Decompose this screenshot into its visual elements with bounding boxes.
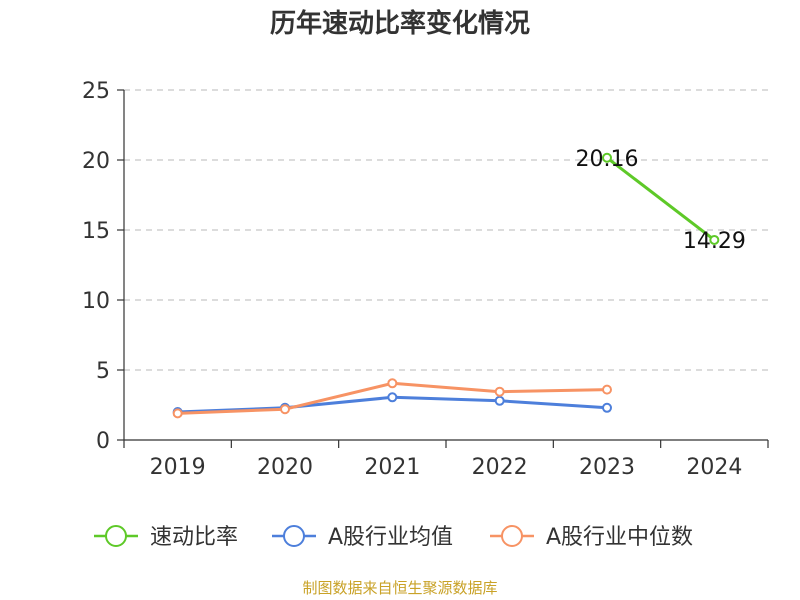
legend-item-0: 速动比率 [94, 525, 238, 550]
chart-title: 历年速动比率变化情况 [269, 9, 530, 39]
series-2 [172, 378, 612, 419]
y-tick-label: 15 [82, 219, 110, 244]
y-tick-label: 5 [96, 359, 110, 384]
data-point [494, 395, 505, 406]
y-tick-label: 20 [82, 149, 110, 174]
x-tick-label: 2022 [472, 455, 528, 480]
x-axis: 2019 2020 2021 2022 2023 2024 [123, 439, 769, 480]
y-tick-label: 10 [82, 289, 110, 314]
x-tick-label: 2023 [579, 455, 635, 480]
data-label: 14.29 [683, 229, 746, 254]
grid-lines [124, 89, 768, 371]
data-labels: 20.16 14.29 [576, 147, 746, 254]
data-point [602, 402, 612, 413]
y-axis: 0 5 10 15 20 25 [82, 79, 125, 454]
x-tick-label: 2024 [686, 455, 742, 480]
data-point [387, 392, 398, 403]
data-point [172, 408, 183, 419]
source-footer: 制图数据来自恒生聚源数据库 [302, 579, 498, 597]
data-label: 20.16 [576, 147, 639, 172]
data-point [494, 386, 505, 397]
x-tick-label: 2020 [257, 455, 313, 480]
legend-marker [501, 525, 523, 547]
legend-marker [105, 525, 127, 547]
legend-label: A股行业中位数 [546, 525, 693, 550]
data-point [280, 404, 290, 415]
y-tick-label: 0 [96, 429, 110, 454]
legend-marker [283, 525, 305, 547]
data-point [602, 384, 612, 395]
series-line [606, 156, 716, 242]
series-1 [172, 392, 612, 417]
legend-label: 速动比率 [150, 525, 238, 550]
legend-item-1: A股行业均值 [272, 525, 453, 550]
data-point [387, 378, 398, 389]
legend-item-2: A股行业中位数 [490, 525, 693, 550]
legend: 速动比率 A股行业均值 A股行业中位数 [94, 525, 693, 550]
series-0 [602, 152, 720, 245]
x-tick-label: 2021 [364, 455, 420, 480]
data-point [709, 234, 720, 245]
data-point [602, 152, 612, 163]
legend-label: A股行业均值 [328, 525, 453, 550]
series-layer [172, 152, 720, 419]
y-tick-label: 25 [82, 79, 110, 104]
x-tick-label: 2019 [150, 455, 206, 480]
